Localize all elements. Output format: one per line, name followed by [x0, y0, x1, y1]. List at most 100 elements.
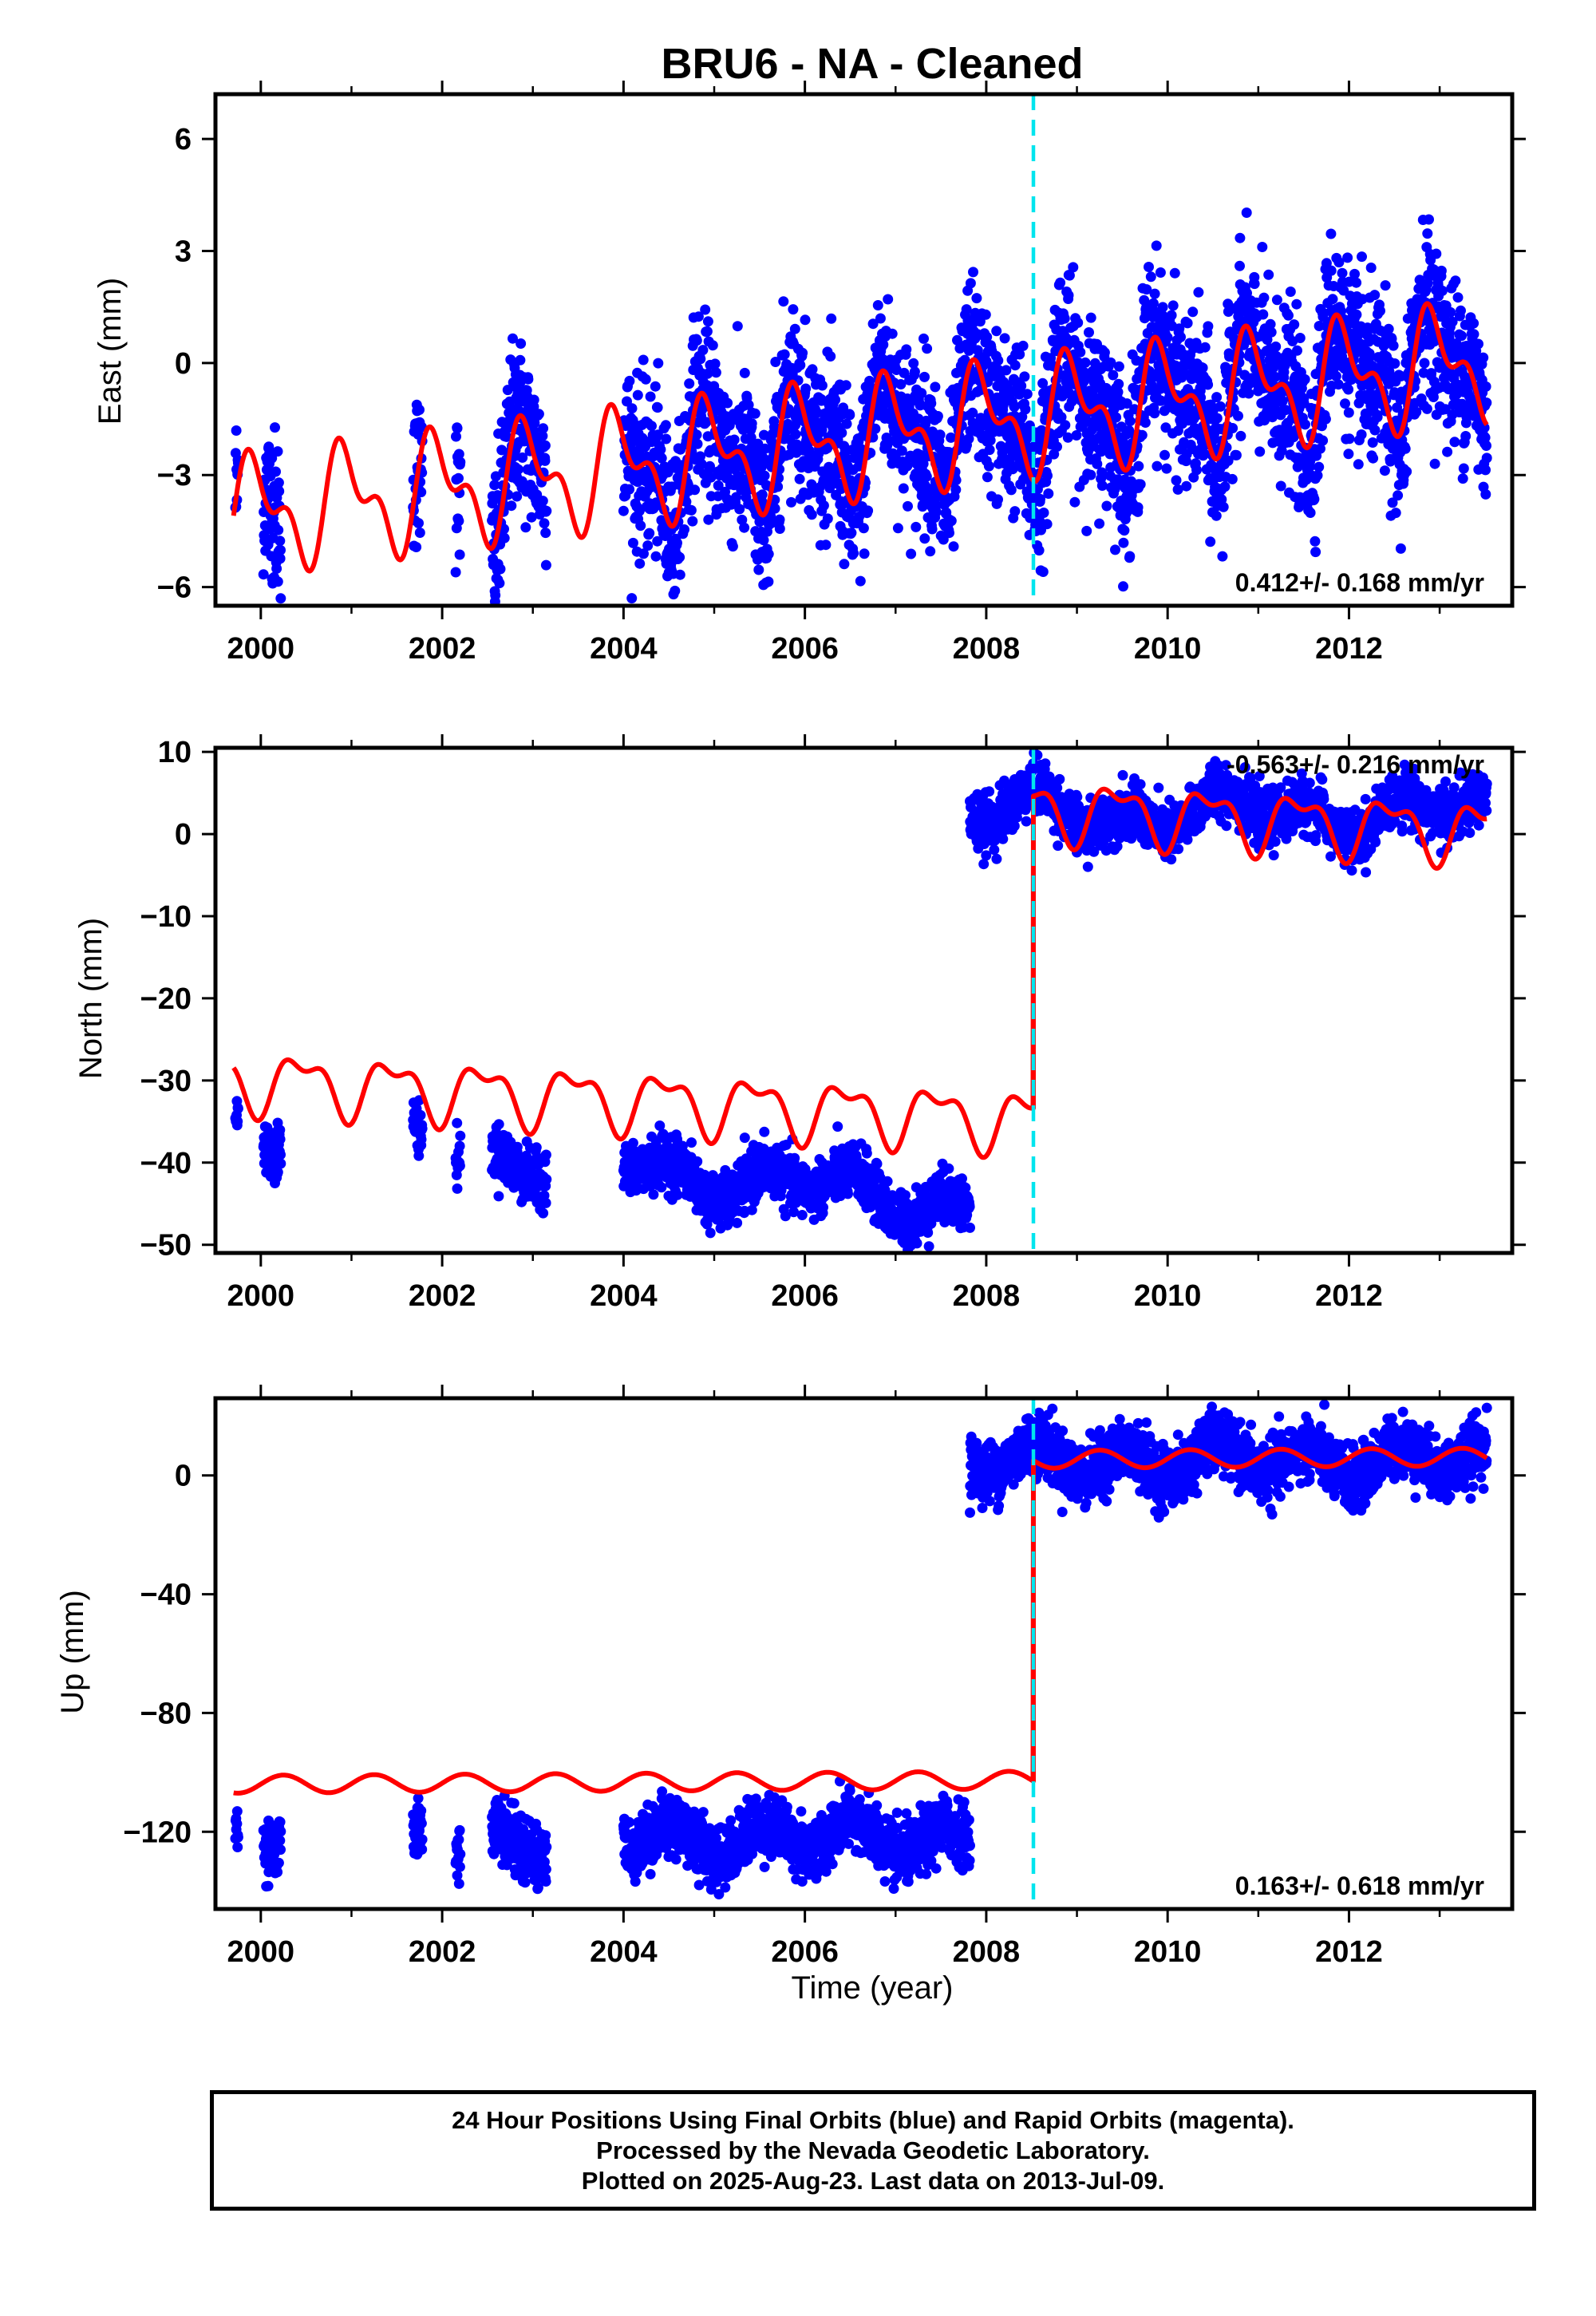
east-data-point: [1123, 626, 1133, 637]
north-data-point: [512, 1142, 523, 1152]
east-data-point: [1217, 551, 1227, 562]
east-data-point: [1144, 262, 1154, 272]
east-data-point: [1085, 470, 1096, 480]
east-data-point: [708, 340, 718, 350]
east-data-point: [968, 267, 978, 277]
east-data-point: [516, 338, 526, 349]
east-data-point: [1133, 502, 1144, 512]
east-data-point: [413, 518, 424, 528]
east-data-point: [836, 428, 847, 438]
east-data-point: [922, 472, 932, 482]
east-data-point: [1340, 398, 1350, 409]
east-data-point: [1187, 306, 1198, 317]
east-data-point: [1118, 581, 1128, 591]
east-data-point: [1389, 341, 1399, 351]
east-data-point: [1167, 310, 1177, 321]
east-data-point: [1351, 310, 1361, 320]
east-data-point: [1353, 459, 1364, 469]
east-data-point: [739, 523, 749, 533]
east-data-point: [927, 524, 938, 535]
east-data-point: [1481, 441, 1491, 451]
east-data-point: [1086, 313, 1096, 323]
north-y-axis-label: North (mm): [73, 918, 109, 1079]
east-data-point: [538, 496, 548, 506]
east-data-point: [1342, 252, 1353, 263]
east-data-point: [626, 593, 637, 603]
east-data-point: [679, 524, 689, 535]
east-data-point: [797, 348, 808, 358]
east-data-point: [993, 355, 1003, 366]
east-data-point: [734, 504, 745, 514]
east-data-point: [515, 355, 525, 366]
east-data-point: [760, 471, 770, 481]
east-data-point: [1073, 318, 1083, 328]
east-y-tick-label: 6: [175, 123, 192, 156]
east-data-point: [788, 304, 798, 314]
east-data-point: [664, 607, 674, 618]
east-data-point: [1081, 526, 1092, 536]
east-data-point: [1212, 413, 1223, 424]
east-data-point: [1064, 290, 1074, 301]
east-data-point: [1368, 437, 1378, 448]
east-data-point: [1270, 342, 1281, 352]
east-data-point: [1181, 481, 1191, 492]
east-data-point: [634, 559, 645, 569]
east-data-point: [775, 524, 785, 534]
north-points: [231, 739, 1492, 1255]
east-data-point: [1325, 229, 1336, 239]
north-data-point: [493, 1191, 504, 1201]
east-data-point: [1458, 473, 1468, 484]
east-data-point: [1310, 547, 1321, 557]
east-data-point: [644, 528, 654, 539]
east-data-point: [624, 376, 634, 386]
east-data-point: [1370, 425, 1381, 436]
east-data-point: [627, 403, 638, 413]
east-data-point: [1449, 437, 1460, 447]
east-data-point: [966, 278, 976, 288]
east-data-point: [1420, 358, 1430, 369]
east-data-point: [919, 372, 930, 382]
east-data-point: [1022, 389, 1033, 399]
east-data-point: [275, 545, 286, 555]
east-data-point: [1258, 310, 1268, 320]
east-data-point: [687, 516, 697, 527]
east-data-point: [523, 374, 533, 385]
east-data-point: [273, 446, 283, 456]
east-data-point: [1010, 360, 1021, 370]
east-data-point: [750, 409, 760, 419]
east-data-point: [1292, 346, 1302, 356]
east-data-point: [1366, 263, 1377, 273]
east-data-point: [1343, 449, 1353, 459]
east-data-point: [638, 355, 649, 366]
east-data-point: [1400, 444, 1411, 454]
east-data-point: [697, 345, 708, 355]
east-data-point: [1220, 481, 1231, 492]
east-data-point: [1042, 471, 1053, 481]
east-data-point: [780, 350, 790, 360]
east-data-point: [1424, 215, 1434, 225]
east-data-point: [1480, 464, 1491, 475]
east-data-point: [859, 548, 870, 559]
east-y-tick-label: −6: [157, 571, 192, 605]
east-data-point: [1211, 511, 1222, 521]
north-data-point: [686, 1137, 697, 1148]
east-data-point: [1422, 228, 1432, 239]
east-data-point: [846, 528, 856, 538]
east-data-point: [490, 590, 500, 600]
east-data-point: [275, 593, 286, 603]
east-data-point: [702, 326, 713, 337]
north-data-point: [692, 1156, 702, 1167]
north-data-point: [275, 1149, 286, 1160]
east-x-tick-label: 2008: [953, 632, 1021, 666]
east-data-point: [1380, 465, 1390, 476]
east-data-point: [918, 334, 929, 344]
east-data-point: [1480, 489, 1491, 500]
east-data-point: [1060, 314, 1070, 324]
east-data-point: [1080, 358, 1091, 368]
east-data-point: [1393, 490, 1403, 500]
east-x-tick-label: 2010: [1134, 632, 1202, 666]
east-data-point: [540, 456, 551, 466]
east-data-point: [455, 457, 465, 468]
east-data-point: [1242, 207, 1252, 218]
north-data-point: [417, 1124, 428, 1134]
